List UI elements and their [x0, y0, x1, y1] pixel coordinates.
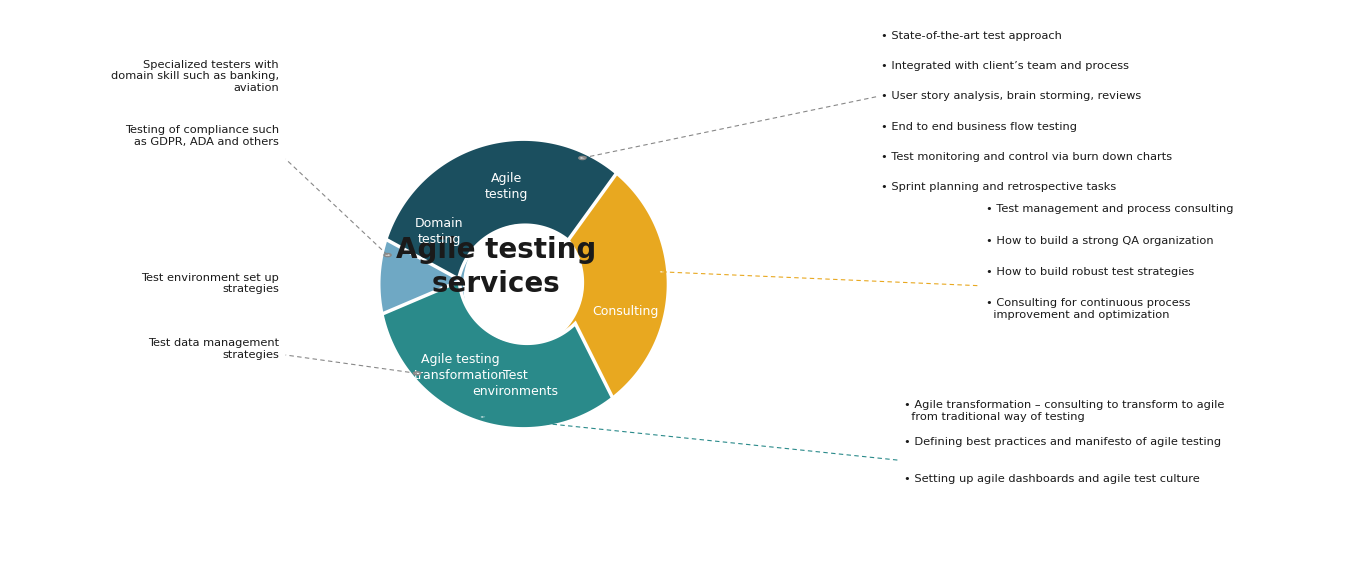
- Polygon shape: [447, 278, 666, 429]
- Text: Domain
testing: Domain testing: [415, 217, 464, 246]
- Text: Consulting: Consulting: [592, 304, 658, 318]
- Circle shape: [480, 416, 487, 419]
- Polygon shape: [386, 139, 616, 279]
- Text: • Test monitoring and control via burn down charts: • Test monitoring and control via burn d…: [881, 152, 1172, 162]
- Text: • Sprint planning and retrospective tasks: • Sprint planning and retrospective task…: [881, 182, 1117, 192]
- Text: • Setting up agile dashboards and agile test culture: • Setting up agile dashboards and agile …: [904, 474, 1200, 485]
- Circle shape: [413, 372, 420, 375]
- Text: • Defining best practices and manifesto of agile testing: • Defining best practices and manifesto …: [904, 437, 1221, 448]
- Text: • State-of-the-art test approach: • State-of-the-art test approach: [881, 31, 1062, 41]
- Text: Testing of compliance such
as GDPR, ADA and others: Testing of compliance such as GDPR, ADA …: [125, 125, 279, 147]
- Circle shape: [384, 254, 392, 257]
- Ellipse shape: [464, 224, 583, 344]
- Polygon shape: [537, 173, 668, 412]
- Text: Test environment set up
strategies: Test environment set up strategies: [141, 273, 279, 294]
- Text: Agile
testing: Agile testing: [484, 172, 528, 201]
- Text: Test
environments: Test environments: [472, 369, 558, 398]
- Text: Test data management
strategies: Test data management strategies: [148, 338, 279, 360]
- Circle shape: [658, 270, 665, 273]
- Text: • End to end business flow testing: • End to end business flow testing: [881, 122, 1077, 132]
- Polygon shape: [382, 281, 613, 429]
- Text: • Test management and process consulting: • Test management and process consulting: [986, 204, 1234, 215]
- Text: • User story analysis, brain storming, reviews: • User story analysis, brain storming, r…: [881, 91, 1141, 102]
- Text: Agile testing
transformation: Agile testing transformation: [413, 353, 507, 382]
- Text: • Consulting for continuous process
  improvement and optimization: • Consulting for continuous process impr…: [986, 298, 1190, 320]
- Text: • Integrated with client’s team and process: • Integrated with client’s team and proc…: [881, 61, 1129, 72]
- Text: Specialized testers with
domain skill such as banking,
aviation: Specialized testers with domain skill su…: [110, 60, 279, 93]
- Text: Agile testing
services: Agile testing services: [396, 236, 597, 298]
- Circle shape: [579, 157, 586, 160]
- Polygon shape: [379, 156, 511, 403]
- Text: • How to build a strong QA organization: • How to build a strong QA organization: [986, 236, 1213, 246]
- Text: • Agile transformation – consulting to transform to agile
  from traditional way: • Agile transformation – consulting to t…: [904, 400, 1225, 422]
- Text: • How to build robust test strategies: • How to build robust test strategies: [986, 267, 1194, 277]
